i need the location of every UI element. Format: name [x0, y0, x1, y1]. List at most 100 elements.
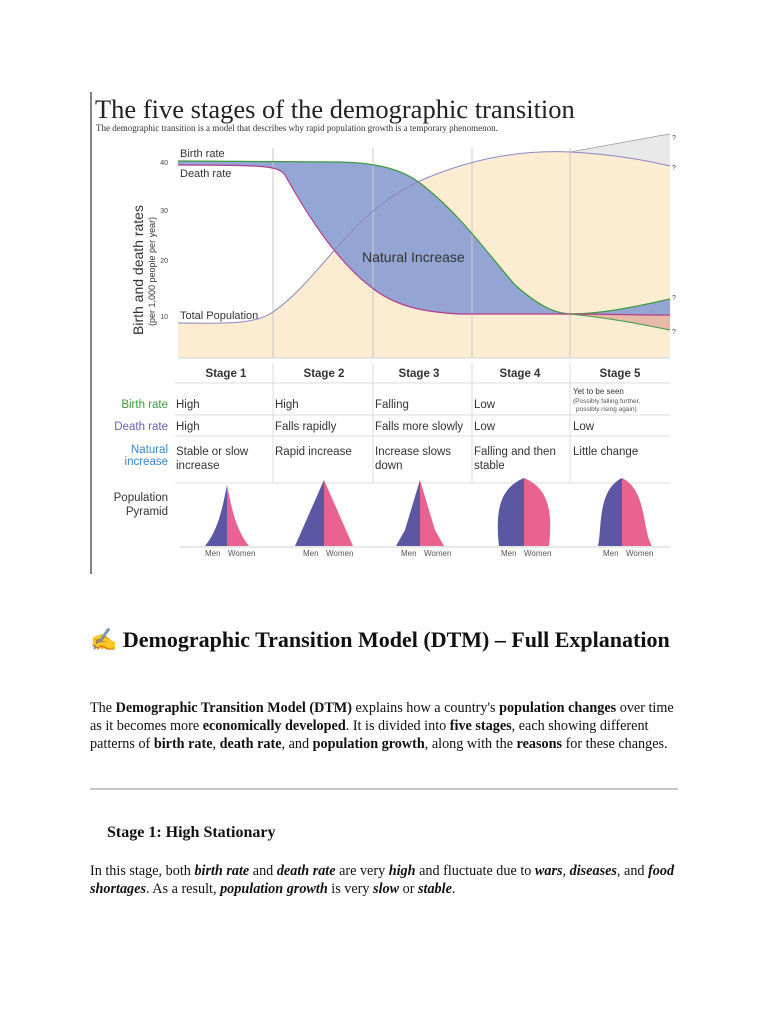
birth-rate-line — [177, 160, 671, 315]
stage-header: Stage 5 — [600, 368, 642, 380]
y-axis-label: Birth and death rates — [130, 205, 146, 335]
body-text: , each showing different patterns of — [90, 718, 649, 752]
emphasis-text: diseases — [569, 863, 617, 879]
total-population-label: Total Population — [180, 310, 258, 322]
birth-rate-note: (Possibly falling further, — [573, 398, 640, 405]
emphasis-text: birth rate — [153, 736, 213, 752]
figure-title: The five stages of the demographic trans… — [95, 94, 575, 124]
emphasis-text: population growth — [312, 736, 425, 752]
birth-rate-cell: Low — [474, 399, 496, 411]
future-high-line — [569, 133, 671, 153]
section-divider — [90, 788, 678, 790]
body-text: , — [562, 863, 570, 879]
birth-rate-label: Birth rate — [180, 148, 225, 160]
document-title: ✍ Demographic Transition Model (DTM) – F… — [90, 626, 680, 653]
men-label: Men — [303, 549, 319, 558]
body-text: . It is divided into — [345, 718, 450, 734]
body-text: , — [212, 736, 220, 752]
question-mark: ? — [672, 329, 676, 336]
chart-area: ? ? ? ? Birth rate Death rate Total Popu… — [130, 133, 676, 359]
row-label-death-rate: Death rate — [114, 421, 168, 433]
emphasis-text: wars — [534, 863, 563, 879]
question-mark: ? — [672, 135, 676, 142]
women-label: Women — [326, 549, 353, 558]
women-label: Women — [424, 549, 451, 558]
body-text: and fluctuate due to — [415, 863, 535, 879]
pyramid-stage-2 — [295, 480, 353, 546]
emphasis-text: slow — [373, 881, 400, 897]
natural-increase-cell: down — [375, 460, 403, 472]
emphasis-text: five stages — [449, 718, 512, 734]
row-label-birth-rate: Birth rate — [121, 399, 168, 411]
y-tick-label: 30 — [160, 208, 168, 215]
pyramid-stage-3 — [396, 480, 444, 546]
stage-table: Stage 1 Stage 2 Stage 3 Stage 4 Stage 5 … — [114, 363, 670, 518]
emphasis-text: food shortages — [90, 863, 675, 897]
row-label-natural-increase: increase — [125, 456, 168, 468]
stage-header: Stage 3 — [399, 368, 440, 380]
future-low-line — [569, 313, 671, 331]
body-text: In this stage, both — [90, 863, 195, 879]
women-label: Women — [228, 549, 255, 558]
population-line — [177, 151, 671, 324]
natural-increase-area — [178, 161, 670, 315]
dtm-figure: The five stages of the demographic trans… — [90, 90, 680, 574]
death-rate-cell: Low — [474, 421, 496, 433]
emphasis-text: birth rate — [194, 863, 250, 879]
y-tick-label: 40 — [160, 160, 168, 167]
y-axis-sublabel: (per 1,000 people per year) — [147, 217, 157, 326]
death-rate-label: Death rate — [180, 168, 231, 180]
writing-hand-icon: ✍ — [90, 627, 118, 652]
body-text: are very — [335, 863, 389, 879]
women-label: Women — [524, 549, 551, 558]
natural-increase-cell: Little change — [573, 446, 638, 458]
natural-increase-cell: stable — [474, 460, 505, 472]
body-text: over time as it becomes more — [90, 700, 674, 734]
natural-increase-cell: Increase slows — [375, 446, 451, 458]
stage-header: Stage 2 — [304, 368, 345, 380]
row-label-pyramid: Pyramid — [126, 506, 168, 518]
women-label: Women — [626, 549, 653, 558]
body-text: explains how a country's — [351, 700, 500, 716]
y-tick-label: 20 — [160, 258, 168, 265]
body-text: The — [90, 700, 116, 716]
emphasis-text: Demographic Transition Model (DTM) — [115, 700, 352, 716]
body-text: is very — [327, 881, 374, 897]
emphasis-text: stable — [418, 881, 452, 897]
natural-increase-cell: Falling and then — [474, 446, 556, 458]
document-title-text: Demographic Transition Model (DTM) – Ful… — [122, 627, 670, 652]
men-label: Men — [603, 549, 619, 558]
natural-increase-label: Natural Increase — [362, 249, 465, 265]
future-band — [570, 134, 670, 166]
body-text: . — [451, 881, 456, 897]
birth-rate-cell: High — [275, 399, 299, 411]
body-text: , and — [616, 863, 649, 879]
natural-increase-cell: Stable or slow — [176, 446, 249, 458]
body-text: . As a result, — [145, 881, 221, 897]
stage-1-paragraph: In this stage, both birth rate and death… — [90, 862, 682, 898]
figure-subtitle: The demographic transition is a model th… — [96, 123, 498, 133]
emphasis-text: death rate — [219, 736, 282, 752]
body-text: and — [249, 863, 277, 879]
men-label: Men — [401, 549, 417, 558]
stage-1-heading: Stage 1: High Stationary — [107, 824, 276, 841]
y-tick-label: 10 — [160, 314, 168, 321]
death-rate-cell: High — [176, 421, 200, 433]
emphasis-text: population growth — [220, 881, 328, 897]
question-mark: ? — [672, 295, 676, 302]
body-text: for these changes. — [562, 736, 668, 752]
body-text: , along with the — [424, 736, 517, 752]
pyramid-stage-5 — [598, 478, 652, 546]
birth-rate-note: possibly rising again) — [576, 406, 637, 413]
pyramid-stage-4 — [497, 478, 551, 546]
men-label: Men — [205, 549, 221, 558]
birth-rate-cell: Falling — [375, 399, 409, 411]
emphasis-text: death rate — [276, 863, 336, 879]
death-rate-cell: Low — [573, 421, 595, 433]
men-label: Men — [501, 549, 517, 558]
natural-increase-cell: increase — [176, 460, 219, 472]
intro-paragraph: The Demographic Transition Model (DTM) e… — [90, 699, 682, 753]
stage-header: Stage 4 — [500, 368, 542, 380]
death-rate-cell: Falls rapidly — [275, 421, 337, 433]
body-text: , and — [281, 736, 313, 752]
